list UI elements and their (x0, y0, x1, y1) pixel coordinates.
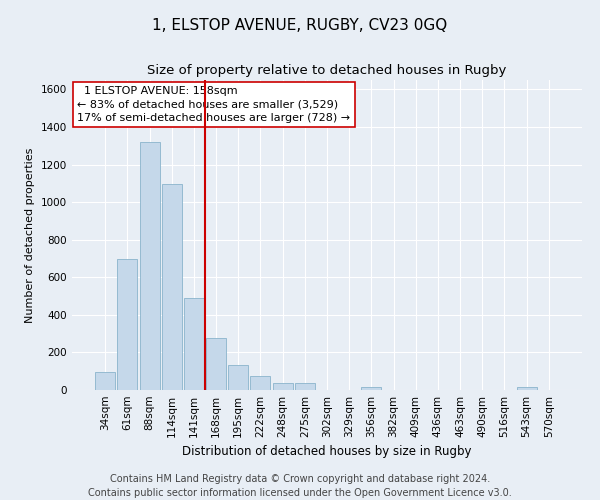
Text: 1, ELSTOP AVENUE, RUGBY, CV23 0GQ: 1, ELSTOP AVENUE, RUGBY, CV23 0GQ (152, 18, 448, 32)
Title: Size of property relative to detached houses in Rugby: Size of property relative to detached ho… (148, 64, 506, 78)
Bar (295, 384, 315, 390)
Bar (184, 298, 204, 390)
Bar (162, 184, 182, 390)
Bar (95, 372, 115, 390)
X-axis label: Distribution of detached houses by size in Rugby: Distribution of detached houses by size … (182, 446, 472, 458)
Text: Contains HM Land Registry data © Crown copyright and database right 2024.
Contai: Contains HM Land Registry data © Crown c… (88, 474, 512, 498)
Bar (250, 376, 271, 390)
Bar (140, 142, 160, 390)
Bar (272, 384, 293, 390)
Bar (228, 364, 248, 390)
Bar (517, 387, 536, 390)
Bar (118, 260, 137, 390)
Bar (206, 338, 226, 390)
Text: 1 ELSTOP AVENUE: 158sqm
← 83% of detached houses are smaller (3,529)
17% of semi: 1 ELSTOP AVENUE: 158sqm ← 83% of detache… (77, 86, 350, 122)
Bar (361, 387, 382, 390)
Y-axis label: Number of detached properties: Number of detached properties (25, 148, 35, 322)
